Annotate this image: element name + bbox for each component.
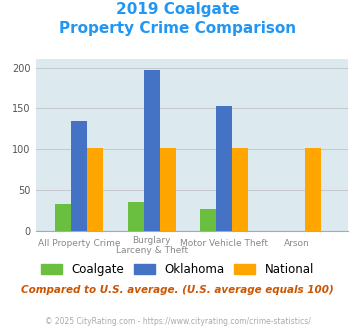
Bar xyxy=(87,148,103,231)
Legend: Coalgate, Oklahoma, National: Coalgate, Oklahoma, National xyxy=(36,258,319,281)
Bar xyxy=(305,148,321,231)
Text: © 2025 CityRating.com - https://www.cityrating.com/crime-statistics/: © 2025 CityRating.com - https://www.city… xyxy=(45,317,310,326)
Bar xyxy=(217,106,233,231)
Bar xyxy=(201,209,217,231)
Text: Compared to U.S. average. (U.S. average equals 100): Compared to U.S. average. (U.S. average … xyxy=(21,285,334,295)
Text: Property Crime Comparison: Property Crime Comparison xyxy=(59,21,296,36)
Bar xyxy=(55,204,71,231)
Text: Larceny & Theft: Larceny & Theft xyxy=(116,246,188,255)
Text: Arson: Arson xyxy=(284,239,310,248)
Bar xyxy=(144,70,160,231)
Text: 2019 Coalgate: 2019 Coalgate xyxy=(116,2,239,16)
Bar xyxy=(233,148,248,231)
Bar xyxy=(160,148,176,231)
Text: Motor Vehicle Theft: Motor Vehicle Theft xyxy=(180,239,268,248)
Bar xyxy=(71,121,87,231)
Text: Burglary: Burglary xyxy=(132,236,171,245)
Bar xyxy=(128,202,144,231)
Text: All Property Crime: All Property Crime xyxy=(38,239,120,248)
